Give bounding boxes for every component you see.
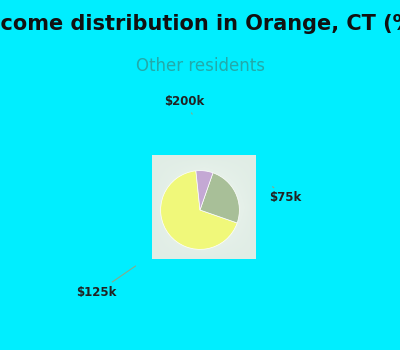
Wedge shape xyxy=(196,171,213,210)
Text: Income distribution in Orange, CT (%): Income distribution in Orange, CT (%) xyxy=(0,14,400,34)
Text: Other residents: Other residents xyxy=(136,57,264,75)
Text: $125k: $125k xyxy=(76,266,136,299)
Text: $200k: $200k xyxy=(164,95,204,114)
Text: $75k: $75k xyxy=(269,187,302,204)
Wedge shape xyxy=(200,173,239,223)
Wedge shape xyxy=(161,171,237,249)
